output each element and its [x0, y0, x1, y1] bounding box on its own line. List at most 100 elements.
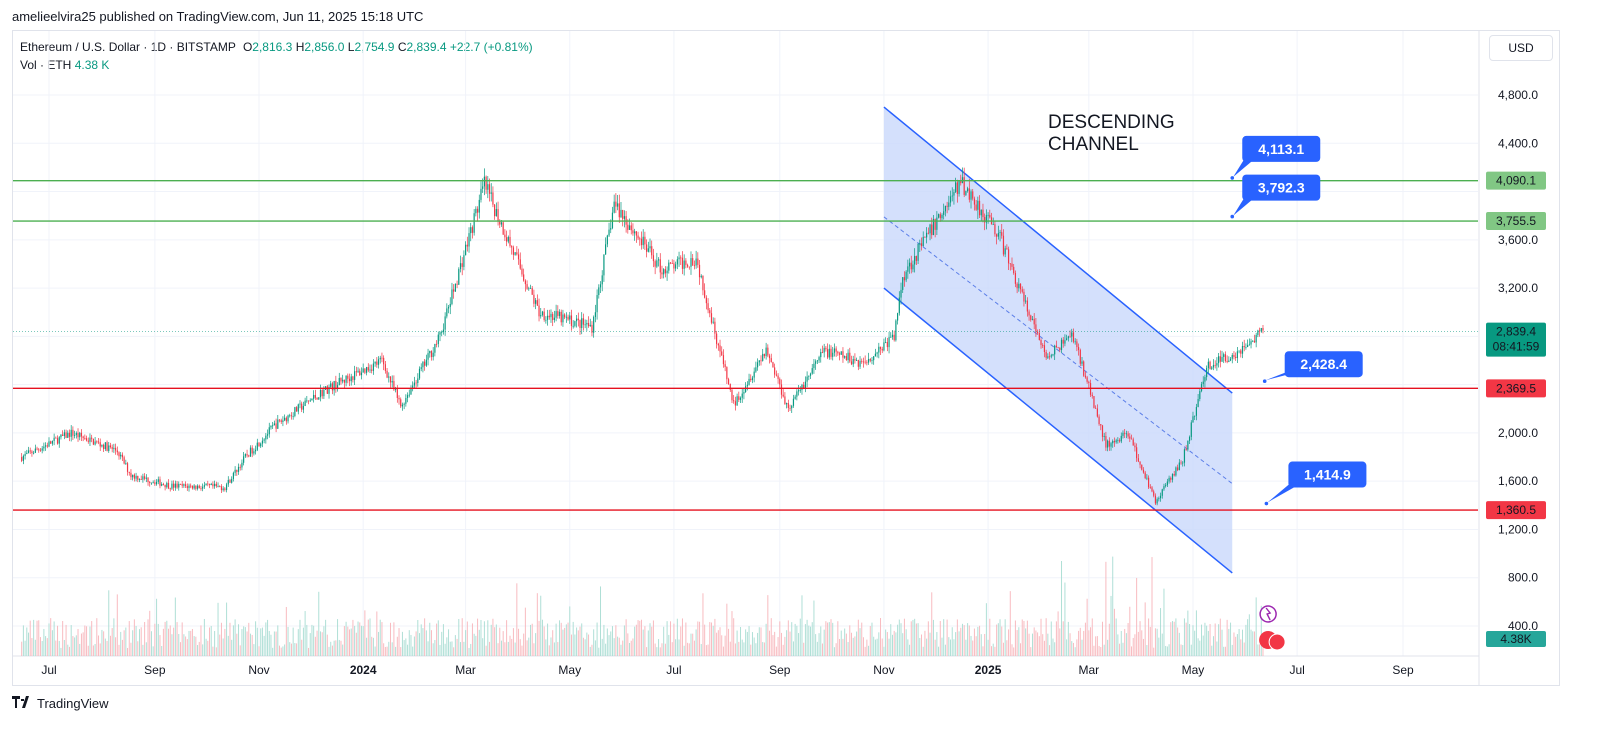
volume-bar	[437, 620, 439, 656]
candle-body	[861, 360, 863, 362]
candle-body	[511, 245, 513, 248]
volume-bar	[1202, 635, 1204, 656]
time-tick-label: Jul	[41, 663, 56, 677]
candle-body	[903, 277, 906, 281]
candle-body	[1120, 435, 1122, 442]
low-label: L	[347, 40, 355, 54]
volume-bar	[775, 646, 777, 656]
volume-bar	[750, 644, 752, 656]
volume-bar	[878, 632, 880, 656]
volume-bar	[772, 635, 774, 656]
volume-bar	[603, 624, 605, 656]
chart-frame	[12, 30, 1560, 686]
callout-anchor	[1230, 214, 1235, 219]
volume-bar	[258, 646, 260, 656]
candle-body	[1217, 356, 1220, 364]
candle-body	[302, 406, 305, 410]
symbol-title[interactable]: Ethereum / U.S. Dollar · 1D · BITSTAMP	[20, 40, 236, 54]
candle-body	[449, 303, 451, 307]
volume-bar	[313, 625, 315, 656]
candle-body	[533, 294, 535, 304]
candle-body	[896, 313, 899, 321]
volume-bar	[1180, 644, 1182, 656]
candle-body	[429, 351, 431, 354]
volume-bar	[384, 646, 386, 656]
volume-bar	[203, 618, 205, 656]
candle-body	[465, 244, 467, 256]
volume-bar	[1262, 643, 1264, 656]
candle-body	[596, 295, 598, 313]
volume-bar	[864, 646, 866, 656]
volume-bar	[640, 619, 642, 656]
candle-body	[157, 479, 159, 482]
volume-bar	[207, 640, 209, 656]
support-level-tag	[1486, 501, 1546, 520]
volume-bar	[722, 646, 724, 656]
candle-body	[640, 238, 643, 246]
volume-bar	[594, 640, 596, 656]
time-tick-label: May	[1182, 663, 1205, 677]
volume-bar	[202, 644, 204, 656]
candle-body	[958, 181, 960, 194]
candle-body	[272, 425, 274, 427]
volume-bar	[1038, 636, 1040, 656]
volume-bar	[413, 636, 415, 656]
volume-bar	[31, 638, 33, 656]
volume-bar	[1008, 629, 1010, 656]
candle-body	[120, 454, 122, 457]
volume-bar	[1023, 620, 1025, 656]
candle-body	[514, 252, 516, 255]
candle-body	[652, 255, 655, 262]
volume-bar	[364, 610, 366, 656]
volume-bar	[1095, 636, 1097, 656]
volume-bar	[559, 620, 561, 656]
candle-body	[731, 389, 733, 401]
volume-bar	[101, 629, 103, 656]
volume-bar	[678, 639, 680, 656]
tradingview-brand[interactable]: TradingView	[12, 696, 109, 711]
candle-body	[1243, 346, 1245, 348]
candle-body	[248, 455, 250, 457]
volume-bar	[74, 637, 76, 656]
volume-bar	[702, 593, 704, 656]
candle-body	[63, 432, 65, 436]
candle-body	[1147, 477, 1150, 488]
volume-bar	[448, 629, 450, 656]
candle-body	[468, 233, 470, 247]
candle-body	[106, 442, 108, 451]
price-callout: 3,792.3	[1230, 174, 1321, 219]
price-callout: 1,414.9	[1264, 461, 1367, 506]
candle-body	[1144, 472, 1146, 479]
candle-body	[985, 215, 987, 223]
candle-body	[876, 352, 878, 354]
volume-bar	[120, 631, 122, 656]
volume-bar	[311, 624, 313, 656]
currency-button[interactable]: USD	[1489, 35, 1553, 61]
volume-bar	[632, 638, 634, 656]
candle-body	[299, 403, 301, 405]
candle-body	[1151, 487, 1153, 492]
volume-bar	[186, 639, 188, 656]
channel-upper-line	[883, 106, 1233, 394]
candle-body	[174, 483, 176, 488]
candle-body	[444, 316, 446, 330]
volume-bar	[664, 643, 666, 656]
candle-body	[883, 342, 885, 351]
candle-body	[1188, 436, 1191, 441]
volume-bar	[265, 622, 267, 656]
volume-bar	[798, 633, 800, 656]
volume-bar	[646, 647, 648, 656]
close-value: 2,839.4	[406, 40, 447, 54]
candle-body	[989, 214, 991, 218]
candle-body	[408, 394, 410, 396]
volume-bar	[980, 634, 982, 656]
candle-body	[758, 360, 760, 363]
candle-body	[50, 441, 52, 444]
volume-bar	[1014, 620, 1016, 656]
volume-bar	[251, 634, 253, 656]
volume-bar	[72, 636, 74, 656]
volume-bar	[422, 628, 424, 656]
volume-bar	[77, 629, 79, 656]
candle-body	[207, 483, 209, 485]
